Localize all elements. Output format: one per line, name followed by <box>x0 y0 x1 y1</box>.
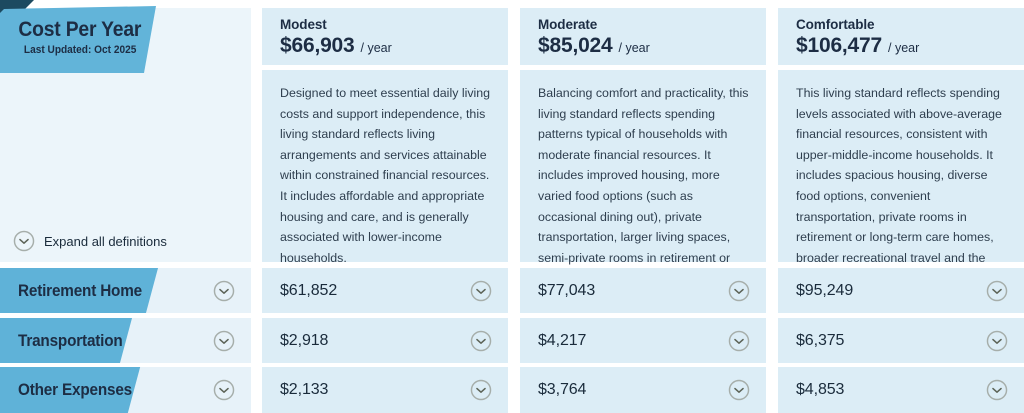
value-cell: $6,375 <box>778 318 1024 363</box>
tier-name: Moderate <box>538 17 598 32</box>
row-label-text: Transportation <box>18 330 123 350</box>
chevron-down-icon[interactable] <box>213 280 235 302</box>
chevron-down-icon[interactable] <box>213 379 235 401</box>
value-cell: $2,133 <box>262 367 508 413</box>
tier-description-text: Designed to meet essential daily living … <box>280 86 491 265</box>
value-amount: $4,853 <box>796 381 845 398</box>
value-amount: $3,764 <box>538 381 587 398</box>
page-title: Cost Per Year <box>18 18 142 41</box>
chevron-down-icon[interactable] <box>728 379 750 401</box>
chevron-down-icon[interactable] <box>986 330 1008 352</box>
value-amount: $95,249 <box>796 281 854 299</box>
tier-price: $66,903 <box>280 34 355 57</box>
chevron-down-icon[interactable] <box>13 230 35 252</box>
tier-name: Comfortable <box>796 17 875 32</box>
row-label-retirement-home: Retirement Home <box>0 268 251 313</box>
value-cell: $4,217 <box>520 318 766 363</box>
value-amount: $61,852 <box>280 281 338 299</box>
tier-price: $106,477 <box>796 34 882 57</box>
value-amount: $77,043 <box>538 281 596 299</box>
chevron-down-icon[interactable] <box>986 379 1008 401</box>
tier-header-moderate: Moderate $85,024 / year <box>520 8 766 65</box>
tier-header-comfortable: Comfortable $106,477 / year <box>778 8 1024 65</box>
expand-all-definitions[interactable]: Expand all definitions <box>13 230 167 252</box>
row-label-text: Other Expenses <box>18 380 132 399</box>
value-cell: $4,853 <box>778 367 1024 413</box>
value-cell: $61,852 <box>262 268 508 313</box>
value-cell: $3,764 <box>520 367 766 413</box>
row-label-text: Retirement Home <box>18 280 142 300</box>
value-amount: $6,375 <box>796 331 845 349</box>
expand-all-label: Expand all definitions <box>44 233 167 249</box>
row-label-other-expenses: Other Expenses <box>0 367 251 413</box>
tier-price-unit: / year <box>360 41 392 55</box>
tier-description-comfortable: This living standard reflects spending l… <box>778 70 1024 306</box>
tier-description-moderate: Balancing comfort and practicality, this… <box>520 70 766 306</box>
cost-per-year-ribbon <box>0 6 156 73</box>
value-cell: $2,918 <box>262 318 508 363</box>
value-amount: $2,918 <box>280 331 329 349</box>
value-cell: $77,043 <box>520 268 766 313</box>
chevron-down-icon[interactable] <box>986 280 1008 302</box>
chevron-down-icon[interactable] <box>728 330 750 352</box>
tier-price: $85,024 <box>538 34 613 57</box>
tier-description-modest: Designed to meet essential daily living … <box>262 70 508 265</box>
value-cell: $95,249 <box>778 268 1024 313</box>
chevron-down-icon[interactable] <box>470 280 492 302</box>
chevron-down-icon[interactable] <box>213 330 235 352</box>
tier-header-modest: Modest $66,903 / year <box>262 8 508 65</box>
last-updated-label: Last Updated: Oct 2025 <box>23 44 137 56</box>
row-label-transportation: Transportation <box>0 318 251 363</box>
value-amount: $2,133 <box>280 381 329 398</box>
cost-per-year-header: Cost Per Year Last Updated: Oct 2025 <box>0 0 160 74</box>
tier-name: Modest <box>280 17 327 32</box>
chevron-down-icon[interactable] <box>728 280 750 302</box>
chevron-down-icon[interactable] <box>470 379 492 401</box>
tier-price-unit: / year <box>618 41 650 55</box>
chevron-down-icon[interactable] <box>470 330 492 352</box>
value-amount: $4,217 <box>538 331 587 349</box>
tier-price-unit: / year <box>888 41 920 55</box>
